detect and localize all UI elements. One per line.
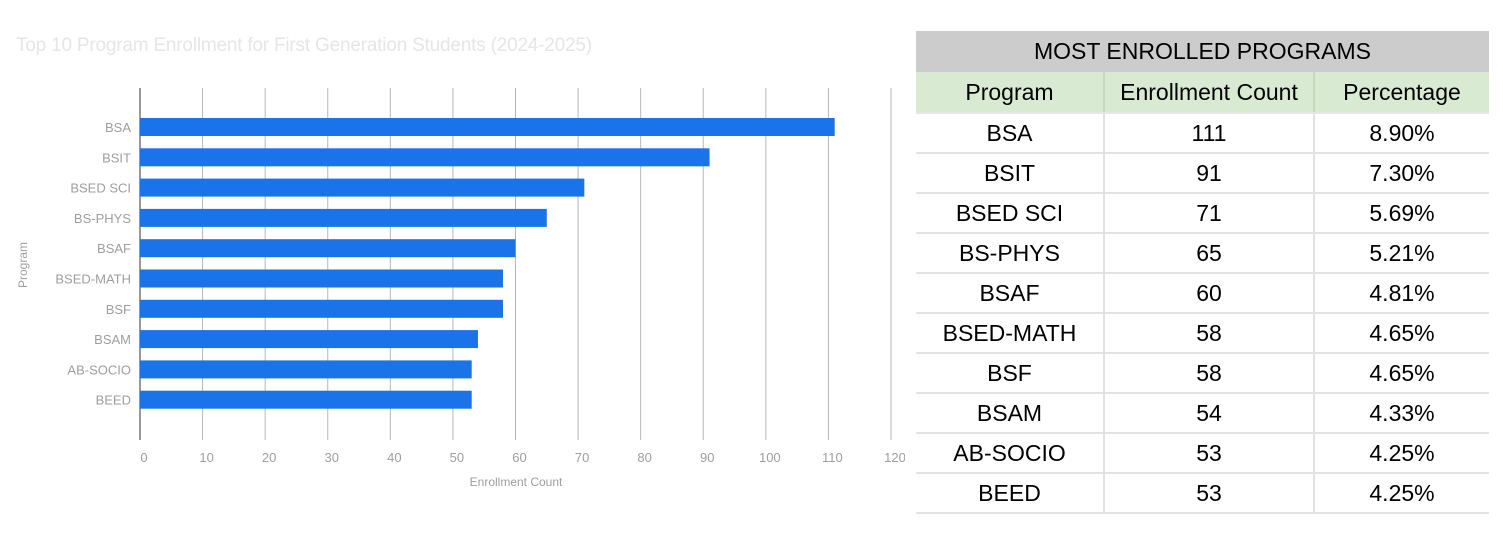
cell-enrollment-count: 65: [1103, 233, 1314, 274]
chart-title: Top 10 Program Enrollment for First Gene…: [16, 35, 592, 56]
y-tick-label: BEED: [96, 393, 131, 408]
bar: [140, 390, 472, 409]
cell-program: BSA: [916, 113, 1104, 154]
table-row: BSAM 54 4.33%: [916, 393, 1489, 434]
cell-program: BSAF: [916, 273, 1104, 314]
cell-enrollment-count: 71: [1103, 193, 1314, 234]
cell-program: BSED-MATH: [916, 313, 1104, 354]
bar: [140, 178, 585, 197]
cell-percentage: 5.69%: [1313, 193, 1489, 234]
y-tick-label: BSED SCI: [70, 181, 131, 196]
y-tick-label: BSAM: [94, 332, 131, 347]
y-tick-label: AB-SOCIO: [67, 362, 131, 377]
bar: [140, 148, 710, 167]
x-tick-label: 50: [450, 450, 464, 465]
chart-plot: 0 10 20 30 40 50 60 70 80 90 100 110 120 BSA BSIT BSED …: [16, 88, 905, 489]
cell-percentage: 4.25%: [1313, 473, 1489, 514]
table-title: MOST ENROLLED PROGRAMS: [916, 31, 1489, 72]
table-row: BSED-MATH 58 4.65%: [916, 313, 1489, 354]
cell-percentage: 7.30%: [1313, 153, 1489, 194]
cell-program: AB-SOCIO: [916, 433, 1104, 474]
x-tick-label: 60: [512, 450, 526, 465]
cell-percentage: 4.81%: [1313, 273, 1489, 314]
cell-program: BSAM: [916, 393, 1104, 434]
x-tick-label: 0: [140, 450, 147, 465]
column-header-percentage: Percentage: [1313, 72, 1489, 114]
cell-enrollment-count: 60: [1103, 273, 1314, 314]
table-row: BS-PHYS 65 5.21%: [916, 233, 1489, 274]
x-tick-label: 100: [759, 450, 781, 465]
x-tick-label: 80: [637, 450, 651, 465]
y-tick-label: BS-PHYS: [74, 211, 131, 226]
y-tick-label: BSIT: [102, 150, 131, 165]
x-tick-label: 110: [822, 450, 843, 465]
x-tick-label: 120: [884, 450, 905, 465]
cell-program: BSF: [916, 353, 1104, 394]
x-tick-label: 70: [575, 450, 589, 465]
cell-program: BEED: [916, 473, 1104, 514]
y-axis-title: Program: [16, 242, 30, 288]
x-tick-label: 20: [262, 450, 276, 465]
cell-percentage: 8.90%: [1313, 113, 1489, 154]
x-tick-label: 10: [199, 450, 213, 465]
cell-enrollment-count: 53: [1103, 473, 1314, 514]
y-tick-label: BSA: [105, 120, 131, 135]
table-header-row: Program Enrollment Count Percentage: [916, 72, 1489, 114]
y-tick-label: BSAF: [97, 241, 131, 256]
bar: [140, 239, 516, 258]
x-axis-title: Enrollment Count: [470, 475, 563, 489]
cell-program: BSIT: [916, 153, 1104, 194]
x-tick-label: 90: [700, 450, 714, 465]
table-row: BEED 53 4.25%: [916, 473, 1489, 514]
cell-enrollment-count: 111: [1103, 113, 1314, 154]
table-row: BSED SCI 71 5.69%: [916, 193, 1489, 234]
cell-program: BS-PHYS: [916, 233, 1104, 274]
cell-enrollment-count: 53: [1103, 433, 1314, 474]
table-row: BSF 58 4.65%: [916, 353, 1489, 394]
x-tick-label: 40: [387, 450, 401, 465]
cell-enrollment-count: 91: [1103, 153, 1314, 194]
cell-enrollment-count: 58: [1103, 353, 1314, 394]
y-tick-label: BSF: [106, 302, 131, 317]
table-title-row: MOST ENROLLED PROGRAMS: [916, 31, 1489, 72]
table-row: BSIT 91 7.30%: [916, 153, 1489, 194]
cell-percentage: 4.25%: [1313, 433, 1489, 474]
bar: [140, 299, 503, 318]
cell-program: BSED SCI: [916, 193, 1104, 234]
cell-percentage: 4.33%: [1313, 393, 1489, 434]
enrollment-table: MOST ENROLLED PROGRAMS Program Enrollmen…: [916, 31, 1489, 514]
cell-percentage: 5.21%: [1313, 233, 1489, 274]
bar-chart: Top 10 Program Enrollment for First Gene…: [16, 35, 905, 489]
bar: [140, 208, 547, 227]
bar: [140, 330, 478, 349]
bar: [140, 360, 472, 379]
x-tick-label: 30: [325, 450, 339, 465]
cell-percentage: 4.65%: [1313, 353, 1489, 394]
table-row: BSA 111 8.90%: [916, 113, 1489, 154]
column-header-enrollment-count: Enrollment Count: [1103, 72, 1314, 114]
cell-percentage: 4.65%: [1313, 313, 1489, 354]
bar: [140, 269, 503, 288]
table-row: BSAF 60 4.81%: [916, 273, 1489, 314]
bar: [140, 118, 835, 136]
column-header-program: Program: [916, 72, 1104, 114]
table-row: AB-SOCIO 53 4.25%: [916, 433, 1489, 474]
y-tick-label: BSED-MATH: [55, 272, 131, 287]
cell-enrollment-count: 54: [1103, 393, 1314, 434]
cell-enrollment-count: 58: [1103, 313, 1314, 354]
